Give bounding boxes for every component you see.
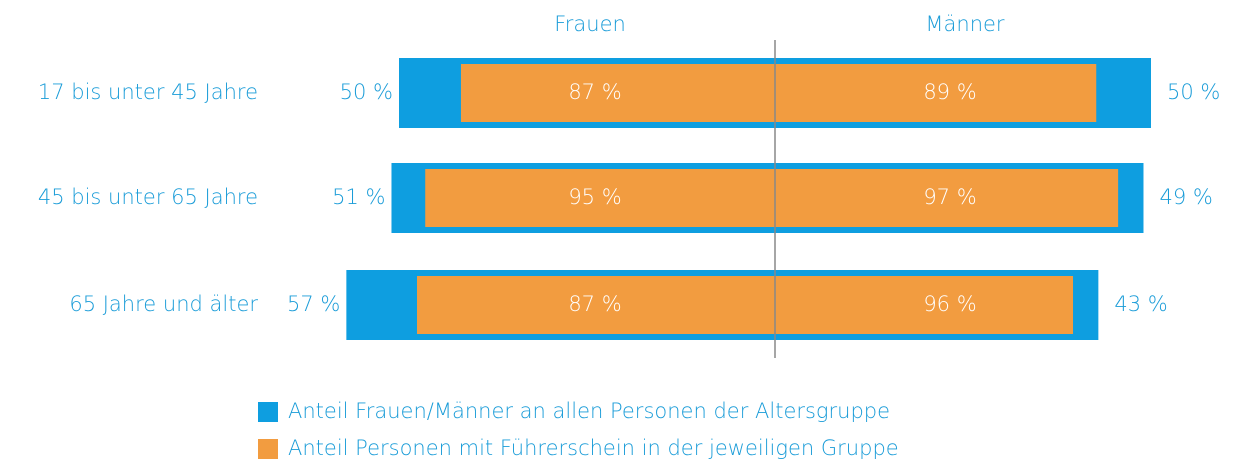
license-label: 97 % [923, 185, 976, 209]
legend-label: Anteil Personen mit Führerschein in der … [288, 436, 899, 460]
license-bar [775, 276, 1074, 334]
share-label: 49 % [1159, 185, 1212, 209]
license-bar [425, 169, 775, 227]
category-label: 17 bis unter 45 Jahre [38, 80, 258, 104]
share-label: 50 % [340, 80, 393, 104]
license-label: 96 % [923, 292, 976, 316]
share-label: 43 % [1114, 292, 1167, 316]
license-bar [775, 64, 1097, 122]
license-bar [775, 169, 1119, 227]
license-bar [416, 276, 775, 334]
license-label: 87 % [568, 292, 621, 316]
legend-label: Anteil Frauen/Männer an allen Personen d… [288, 399, 890, 423]
side-header: Männer [925, 12, 1005, 36]
share-label: 51 % [332, 185, 385, 209]
legend-swatch [258, 402, 278, 422]
side-header: Frauen [554, 12, 626, 36]
category-label: 65 Jahre und älter [69, 292, 258, 316]
license-bar [460, 64, 775, 122]
license-label: 89 % [923, 80, 976, 104]
share-label: 50 % [1167, 80, 1220, 104]
share-label: 57 % [287, 292, 340, 316]
license-label: 95 % [568, 185, 621, 209]
legend-swatch [258, 439, 278, 459]
category-label: 45 bis unter 65 Jahre [38, 185, 258, 209]
license-label: 87 % [568, 80, 621, 104]
